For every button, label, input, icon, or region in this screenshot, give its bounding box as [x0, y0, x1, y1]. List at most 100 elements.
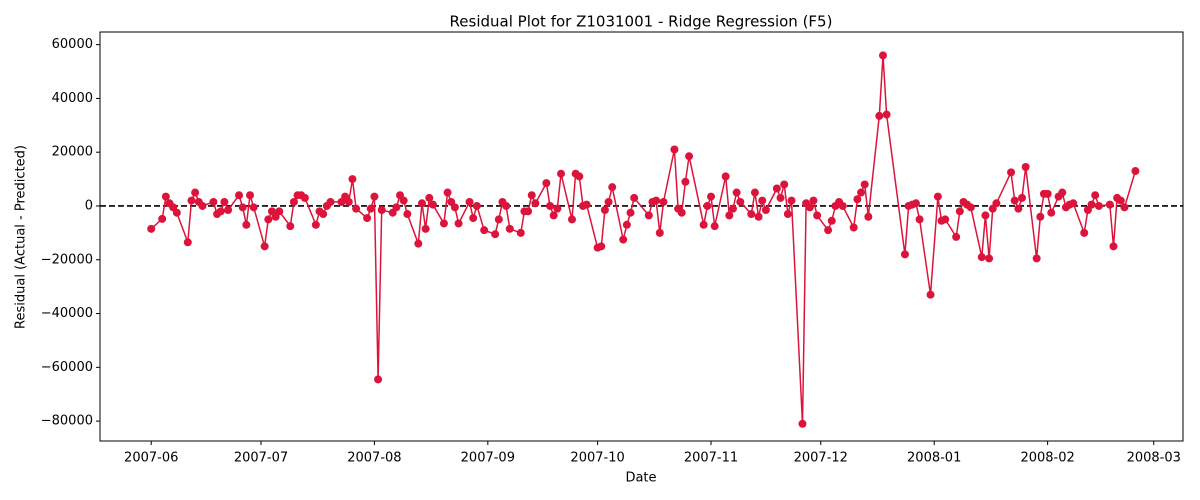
residual-point: [344, 197, 353, 206]
plot-frame: [99, 31, 1184, 442]
residual-point: [557, 169, 566, 178]
residual-point: [985, 254, 994, 263]
residual-point: [878, 51, 887, 60]
residual-point: [183, 238, 192, 247]
x-tick-label: 2007-08: [347, 451, 401, 466]
residual-point: [604, 197, 613, 206]
residual-point: [966, 203, 975, 212]
residual-point: [191, 188, 200, 197]
residual-point: [1094, 201, 1103, 210]
residual-point: [542, 179, 551, 188]
residual-point: [754, 212, 763, 221]
residual-point: [761, 206, 770, 215]
residual-point: [981, 211, 990, 220]
residual-point: [630, 193, 639, 202]
residual-point: [403, 210, 412, 219]
residual-point: [813, 211, 822, 220]
residual-point: [600, 206, 609, 215]
residual-point: [1007, 168, 1016, 177]
x-tick-label: 2007-07: [234, 451, 288, 466]
residual-point: [827, 216, 836, 225]
x-tick-label: 2007-09: [461, 451, 515, 466]
residual-point: [707, 192, 716, 201]
residual-point: [685, 152, 694, 161]
y-tick-label: −20000: [41, 252, 93, 267]
x-tick-label: 2008-02: [1020, 451, 1074, 466]
residual-point: [417, 199, 426, 208]
residual-point: [439, 219, 448, 228]
x-tick-label: 2007-10: [570, 451, 624, 466]
residual-point: [549, 211, 558, 220]
residual-point: [172, 208, 181, 217]
residual-point: [366, 204, 375, 213]
residual-point: [1047, 208, 1056, 217]
residual-point: [1043, 189, 1052, 198]
residual-point: [1018, 193, 1027, 202]
y-tick-label: −80000: [41, 414, 93, 429]
residual-point: [608, 183, 617, 192]
residual-point: [1014, 204, 1023, 213]
residual-point: [787, 196, 796, 205]
residual-point: [747, 210, 756, 219]
residual-point: [220, 197, 229, 206]
residual-point: [926, 290, 935, 299]
residual-point: [911, 199, 920, 208]
residual-point: [933, 192, 942, 201]
x-axis-label: Date: [625, 471, 656, 486]
residual-point: [758, 196, 767, 205]
residual-point: [992, 199, 1001, 208]
y-tick-label: 20000: [52, 145, 93, 160]
residual-point: [659, 197, 668, 206]
residual-point: [480, 226, 489, 235]
residual-point: [249, 203, 258, 212]
residual-point: [1105, 200, 1114, 209]
residual-point: [725, 211, 734, 220]
residual-point: [1010, 196, 1019, 205]
residual-point: [1116, 196, 1125, 205]
residual-point: [454, 219, 463, 228]
residual-point: [567, 215, 576, 224]
residual-point: [875, 111, 884, 120]
residual-point: [311, 220, 320, 229]
residual-point: [209, 197, 218, 206]
residual-point: [915, 215, 924, 224]
residual-point: [242, 220, 251, 229]
residual-point: [1069, 199, 1078, 208]
residual-point: [414, 239, 423, 248]
residual-point: [864, 212, 873, 221]
residual-point: [260, 242, 269, 251]
y-tick-label: 0: [85, 198, 93, 213]
residual-point: [798, 419, 807, 428]
residual-point: [246, 191, 255, 200]
residual-point: [655, 228, 664, 237]
residual-point: [198, 201, 207, 210]
residual-point: [882, 110, 891, 119]
residual-point: [421, 224, 430, 233]
residual-point: [502, 201, 511, 210]
residual-point: [977, 253, 986, 262]
residual-point: [224, 206, 233, 215]
residual-point: [472, 201, 481, 210]
residual-point: [677, 208, 686, 217]
y-tick-label: −60000: [41, 360, 93, 375]
residual-point: [1058, 188, 1067, 197]
residual-point: [363, 214, 372, 223]
residual-point: [805, 203, 814, 212]
residual-point: [546, 201, 555, 210]
residual-point: [736, 197, 745, 206]
residual-point: [494, 215, 503, 224]
residual-point: [750, 188, 759, 197]
y-axis-label: Residual (Actual - Predicted): [14, 145, 29, 329]
residual-point: [531, 199, 540, 208]
residual-point: [428, 200, 437, 209]
residual-point: [319, 210, 328, 219]
residual-point: [670, 145, 679, 154]
residual-point: [809, 196, 818, 205]
residual-point: [626, 208, 635, 217]
residual-point: [425, 193, 434, 202]
residual-point: [187, 196, 196, 205]
residual-point: [527, 191, 536, 200]
residual-point: [158, 214, 167, 223]
residual-point: [505, 224, 514, 233]
residual-point: [147, 224, 156, 233]
